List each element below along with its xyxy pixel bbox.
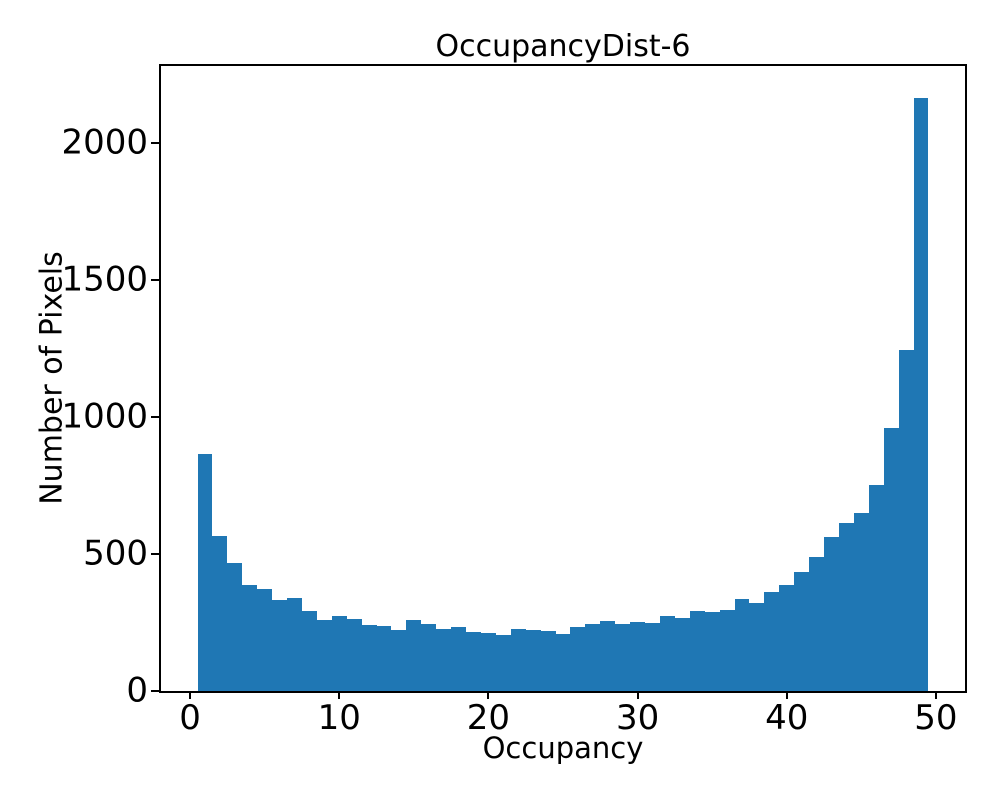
histogram-bar <box>764 592 780 691</box>
histogram-bar <box>719 610 735 691</box>
histogram-bar <box>242 584 258 691</box>
y-tick-label: 0 <box>126 670 148 711</box>
histogram-bar <box>331 615 347 691</box>
histogram-bar <box>346 618 362 691</box>
histogram-bar <box>704 612 720 691</box>
histogram-bar <box>421 623 437 691</box>
x-tick-label: 10 <box>317 698 361 738</box>
histogram-bar <box>272 599 288 691</box>
histogram-bar <box>615 624 631 691</box>
bars-layer <box>161 66 965 691</box>
plot-area <box>159 64 967 693</box>
histogram-bar <box>689 610 705 691</box>
histogram-bar <box>406 620 422 691</box>
x-tick-mark <box>785 691 788 699</box>
histogram-bar <box>287 597 302 691</box>
histogram-bar <box>301 610 317 691</box>
histogram-bar <box>227 563 243 691</box>
y-tick-mark <box>151 141 159 144</box>
histogram-bar <box>824 536 839 691</box>
histogram-bar <box>779 585 795 691</box>
x-tick-label: 40 <box>765 698 809 738</box>
histogram-bar <box>376 626 392 691</box>
x-tick-mark <box>189 691 192 699</box>
histogram-bar <box>570 626 586 691</box>
histogram-bar <box>197 453 213 691</box>
x-tick-mark <box>636 691 639 699</box>
histogram-bar <box>361 624 377 691</box>
histogram-bar <box>391 630 407 691</box>
histogram-bar <box>898 349 914 691</box>
histogram-bar <box>436 629 452 691</box>
y-tick-mark <box>151 415 159 418</box>
histogram-bar <box>600 620 616 691</box>
histogram-bar <box>585 624 601 691</box>
histogram-bar <box>466 632 481 691</box>
y-tick-mark <box>151 552 159 555</box>
histogram-bar <box>913 97 929 691</box>
x-tick-label: 30 <box>615 698 660 738</box>
y-tick-label: 1000 <box>61 396 148 437</box>
histogram-bar <box>883 428 899 691</box>
y-tick-mark <box>151 690 159 692</box>
x-tick-mark <box>487 691 490 699</box>
histogram-bar <box>645 622 660 691</box>
x-tick-mark <box>934 691 937 699</box>
x-axis-label: Occupancy <box>482 731 644 765</box>
histogram-bar <box>749 603 765 691</box>
histogram-bar <box>316 620 332 691</box>
x-tick-label: 20 <box>466 698 511 738</box>
histogram-bar <box>257 589 273 691</box>
histogram-bar <box>510 629 526 691</box>
histogram-bar <box>868 485 884 691</box>
histogram-bar <box>659 615 675 691</box>
histogram-bar <box>794 571 810 691</box>
x-tick-mark <box>338 691 341 699</box>
y-tick-label: 500 <box>83 533 148 574</box>
y-tick-label: 2000 <box>61 122 148 163</box>
histogram-bar <box>838 523 854 691</box>
histogram-bar <box>734 599 750 691</box>
histogram-bar <box>480 633 496 691</box>
histogram-bar <box>809 556 825 691</box>
histogram-bar <box>630 621 646 691</box>
histogram-bar <box>212 536 228 691</box>
histogram-bar <box>525 630 541 691</box>
y-tick-mark <box>151 278 159 281</box>
x-tick-label: 50 <box>914 698 958 738</box>
histogram-bar <box>853 512 869 691</box>
chart-title: OccupancyDist-6 <box>435 29 691 64</box>
histogram-bar <box>674 617 690 691</box>
histogram-bar <box>451 627 467 691</box>
histogram-bar <box>540 630 556 691</box>
histogram-bar <box>495 634 511 691</box>
histogram-bar <box>555 634 571 691</box>
y-tick-label: 1500 <box>61 259 148 300</box>
x-tick-label: 0 <box>179 698 201 738</box>
